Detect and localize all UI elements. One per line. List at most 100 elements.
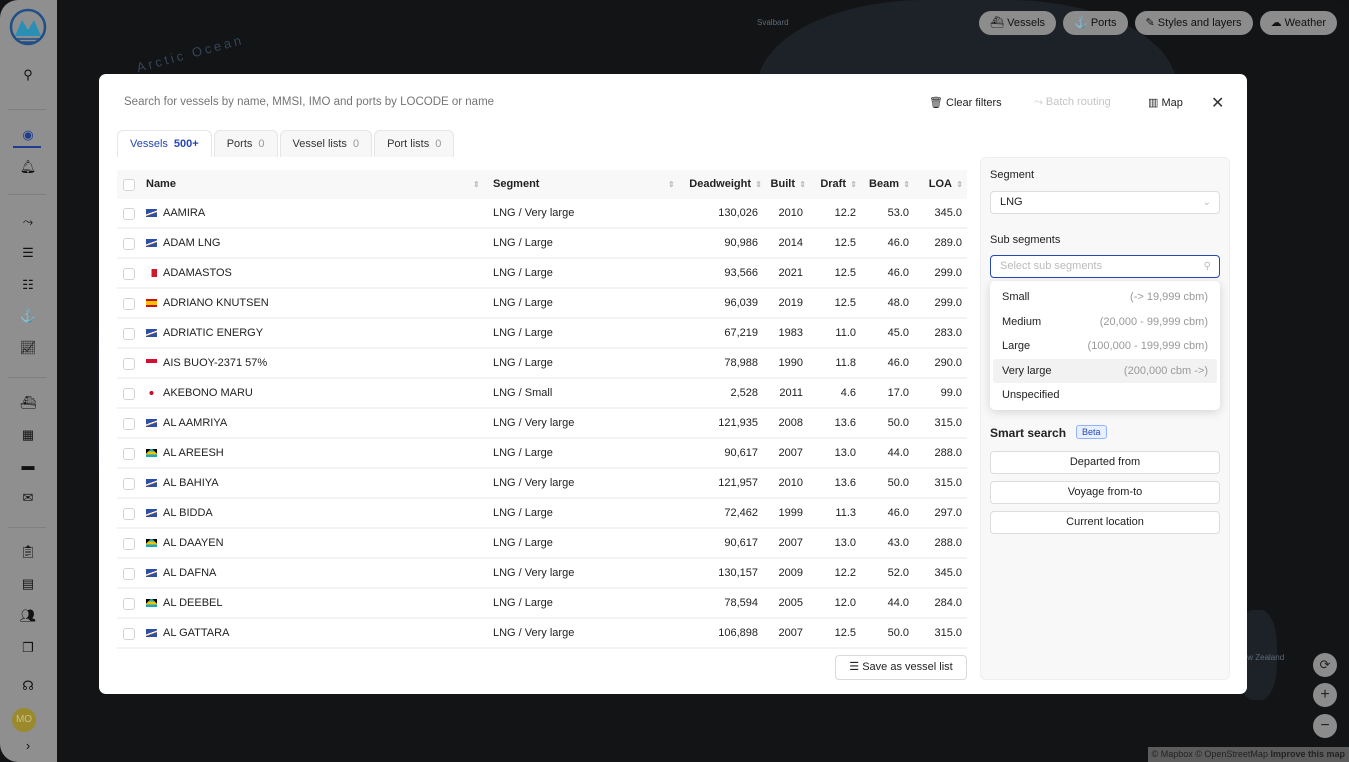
- route-icon[interactable]: ⤳: [22, 214, 34, 229]
- vessel-name[interactable]: AL DAAYEN: [163, 537, 224, 549]
- sort-icon[interactable]: ⇕: [956, 180, 963, 189]
- table-row[interactable]: ADRIANO KNUTSEN LNG / Large 96,039 2019 …: [117, 289, 967, 319]
- col-loa[interactable]: LOA: [928, 178, 952, 190]
- row-checkbox[interactable]: [123, 568, 135, 580]
- option-very-large[interactable]: Very large (200,000 cbm ->): [993, 358, 1217, 383]
- search-icon[interactable]: ⚲: [23, 67, 33, 82]
- voyage-from-to-button[interactable]: Voyage from-to: [990, 481, 1220, 504]
- option-small[interactable]: Small (-> 19,999 cbm): [993, 285, 1217, 310]
- vessel-name[interactable]: AL GATTARA: [163, 627, 230, 639]
- row-checkbox[interactable]: [123, 238, 135, 250]
- users-icon[interactable]: 👥︎: [19, 608, 37, 623]
- vessel-name[interactable]: AL BAHIYA: [163, 477, 219, 489]
- table-row[interactable]: AKEBONO MARU LNG / Small 2,528 2011 4.6 …: [117, 379, 967, 409]
- table-row[interactable]: AIS BUOY-2371 57% LNG / Large 78,988 199…: [117, 349, 967, 379]
- vessel-name[interactable]: ADAM LNG: [163, 237, 221, 249]
- globe-icon[interactable]: ◉: [22, 127, 34, 142]
- book-icon[interactable]: ▤: [21, 576, 35, 591]
- improve-map-link[interactable]: Improve this map: [1270, 749, 1345, 759]
- envelope-icon[interactable]: ✉: [22, 490, 34, 505]
- row-checkbox[interactable]: [123, 388, 135, 400]
- col-segment[interactable]: Segment: [493, 178, 540, 190]
- col-built[interactable]: Built: [770, 178, 795, 190]
- search-input[interactable]: [124, 96, 884, 108]
- vessel-name[interactable]: AL AREESH: [163, 447, 224, 459]
- row-checkbox[interactable]: [123, 328, 135, 340]
- ports-layer-button[interactable]: ⚓ Ports: [1063, 11, 1128, 35]
- tab-ports[interactable]: Ports 0: [213, 130, 278, 157]
- ship-icon[interactable]: ⛴: [19, 395, 37, 410]
- vessels-layer-button[interactable]: ⛴ Vessels: [979, 11, 1057, 35]
- current-location-button[interactable]: Current location: [990, 511, 1220, 534]
- vessel-name[interactable]: ADRIANO KNUTSEN: [163, 297, 269, 309]
- sort-icon[interactable]: ⇕: [799, 180, 806, 189]
- sort-icon[interactable]: ⇕: [473, 180, 480, 189]
- row-checkbox[interactable]: [123, 628, 135, 640]
- col-deadweight[interactable]: Deadweight: [689, 178, 751, 190]
- tab-port-lists[interactable]: Port lists 0: [374, 130, 455, 157]
- row-checkbox[interactable]: [123, 298, 135, 310]
- table-row[interactable]: AL AAMRIYA LNG / Very large 121,935 2008…: [117, 409, 967, 439]
- map-button[interactable]: ▥ Map: [1148, 96, 1183, 109]
- close-icon[interactable]: ✕: [1211, 95, 1225, 112]
- sort-icon[interactable]: ⇕: [668, 180, 675, 189]
- col-name[interactable]: Name: [146, 178, 176, 190]
- row-checkbox[interactable]: [123, 598, 135, 610]
- row-checkbox[interactable]: [123, 418, 135, 430]
- clipboard-icon[interactable]: 📋︎: [19, 544, 37, 559]
- segment-select[interactable]: LNG ⌄: [990, 191, 1220, 214]
- zoom-out-button[interactable]: −: [1313, 714, 1337, 738]
- table-row[interactable]: AL DAFNA LNG / Very large 130,157 2009 1…: [117, 559, 967, 589]
- calendar-icon[interactable]: ▬: [21, 458, 35, 473]
- col-draft[interactable]: Draft: [820, 178, 846, 190]
- refresh-button[interactable]: ⟳: [1313, 653, 1337, 677]
- vessel-name[interactable]: ADRIATIC ENERGY: [163, 327, 264, 339]
- zoom-in-button[interactable]: +: [1313, 683, 1337, 707]
- table-row[interactable]: AL AREESH LNG / Large 90,617 2007 13.0 4…: [117, 439, 967, 469]
- weather-button[interactable]: ☁ Weather: [1259, 11, 1337, 35]
- row-checkbox[interactable]: [123, 508, 135, 520]
- clear-filters-button[interactable]: 🗑︎ Clear filters: [929, 96, 1002, 109]
- avatar[interactable]: MO: [12, 708, 36, 732]
- table-row[interactable]: AL GATTARA LNG / Very large 106,898 2007…: [117, 619, 967, 649]
- calculator-icon[interactable]: ▦: [21, 427, 35, 442]
- row-checkbox[interactable]: [123, 268, 135, 280]
- table-row[interactable]: AL BAHIYA LNG / Very large 121,957 2010 …: [117, 469, 967, 499]
- table-row[interactable]: AL DEEBEL LNG / Large 78,594 2005 12.0 4…: [117, 589, 967, 619]
- select-all-checkbox[interactable]: [123, 179, 135, 191]
- option-unspecified[interactable]: Unspecified: [993, 383, 1217, 408]
- row-checkbox[interactable]: [123, 538, 135, 550]
- sort-icon[interactable]: ⇕: [903, 180, 910, 189]
- tab-vessels[interactable]: Vessels 500+: [117, 130, 212, 157]
- table-row[interactable]: ADRIATIC ENERGY LNG / Large 67,219 1983 …: [117, 319, 967, 349]
- vessel-name[interactable]: AAMIRA: [163, 207, 206, 219]
- vessel-name[interactable]: AIS BUOY-2371 57%: [163, 357, 268, 369]
- table-row[interactable]: AL DAAYEN LNG / Large 90,617 2007 13.0 4…: [117, 529, 967, 559]
- batch-routing-button[interactable]: ⤳ Batch routing: [1034, 96, 1111, 109]
- sub-segments-select[interactable]: Select sub segments ⚲: [990, 255, 1220, 278]
- copy-icon[interactable]: ❐: [22, 640, 34, 655]
- vessel-name[interactable]: AL DEEBEL: [163, 597, 223, 609]
- row-checkbox[interactable]: [123, 448, 135, 460]
- tab-vessel-lists[interactable]: Vessel lists 0: [279, 130, 373, 157]
- save-as-vessel-list-button[interactable]: ☰ Save as vessel list: [835, 655, 967, 680]
- departed-from-button[interactable]: Departed from: [990, 451, 1220, 474]
- table-row[interactable]: ADAM LNG LNG / Large 90,986 2014 12.5 46…: [117, 229, 967, 259]
- vessel-name[interactable]: AL DAFNA: [163, 567, 217, 579]
- list-icon[interactable]: ☰: [22, 245, 34, 260]
- option-large[interactable]: Large (100,000 - 199,999 cbm): [993, 334, 1217, 359]
- vessel-name[interactable]: AL AAMRIYA: [163, 417, 228, 429]
- tree-list-icon[interactable]: ☷: [22, 277, 34, 292]
- option-medium[interactable]: Medium (20,000 - 99,999 cbm): [993, 310, 1217, 335]
- headset-icon[interactable]: ☊: [22, 678, 34, 693]
- sort-icon[interactable]: ⇕: [755, 180, 762, 189]
- vessel-name[interactable]: ADAMASTOS: [163, 267, 232, 279]
- styles-layers-button[interactable]: ✎ Styles and layers: [1134, 11, 1253, 35]
- chart-line-icon[interactable]: 📈︎: [19, 340, 37, 355]
- row-checkbox[interactable]: [123, 358, 135, 370]
- row-checkbox[interactable]: [123, 208, 135, 220]
- table-row[interactable]: AAMIRA LNG / Very large 130,026 2010 12.…: [117, 199, 967, 229]
- table-row[interactable]: ADAMASTOS LNG / Large 93,566 2021 12.5 4…: [117, 259, 967, 289]
- col-beam[interactable]: Beam: [869, 178, 899, 190]
- anchor-icon[interactable]: ⚓: [19, 308, 37, 323]
